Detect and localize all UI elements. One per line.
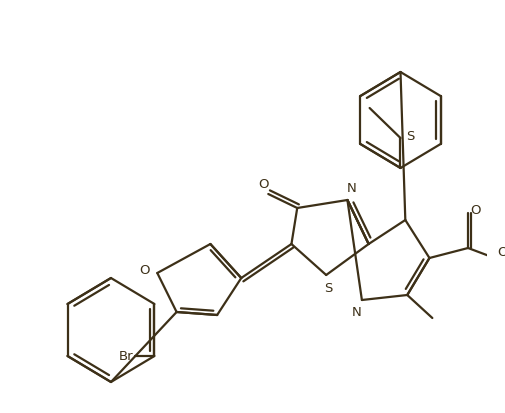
- Text: N: N: [346, 181, 356, 195]
- Text: O: O: [139, 264, 150, 278]
- Text: O: O: [471, 204, 481, 216]
- Text: S: S: [324, 282, 332, 295]
- Text: O: O: [497, 245, 505, 259]
- Text: S: S: [406, 130, 414, 142]
- Text: O: O: [258, 178, 269, 190]
- Text: N: N: [352, 306, 362, 318]
- Text: Br: Br: [119, 349, 133, 363]
